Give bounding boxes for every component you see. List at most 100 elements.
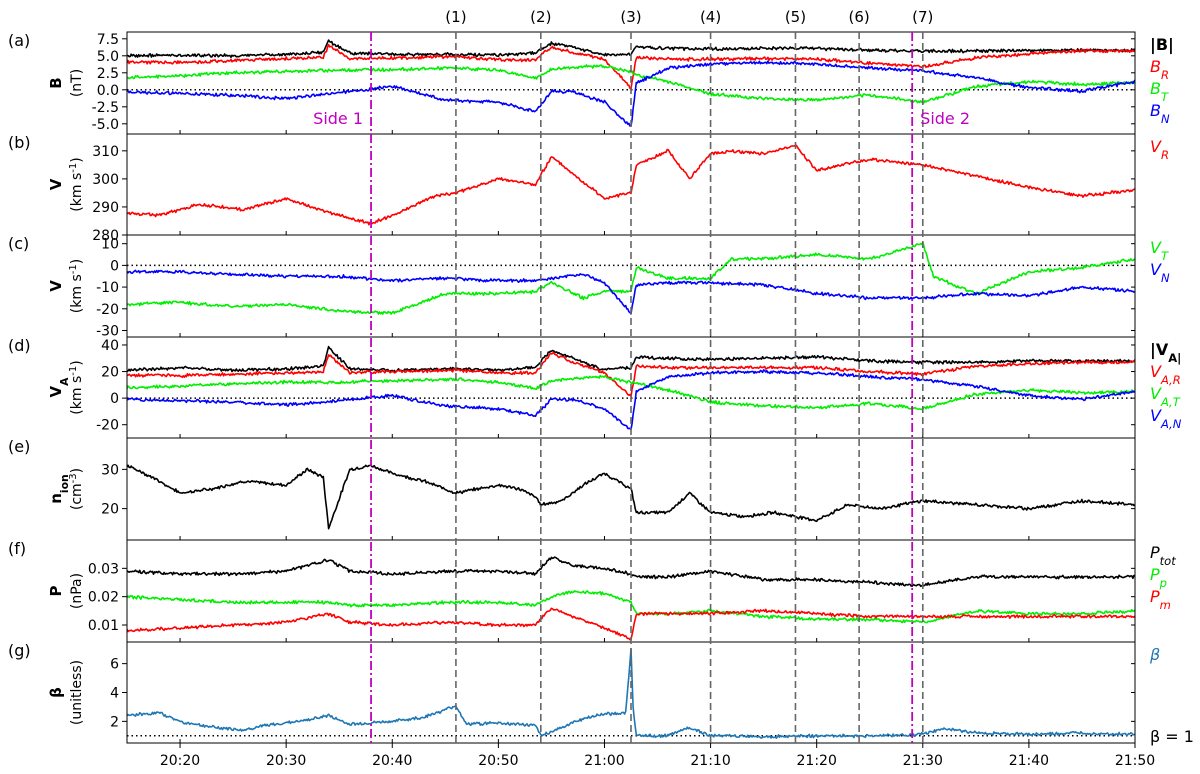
legend-label: VA,R <box>1150 362 1181 387</box>
legend-label: Pp <box>1150 565 1167 590</box>
x-tick-label: 21:40 <box>1009 753 1049 769</box>
y-tick-label: 0.01 <box>88 618 119 634</box>
y-axis-label-unit: (nPa) <box>69 573 85 609</box>
event-marker-label: (2) <box>530 8 551 26</box>
y-axis-label-name: P <box>47 586 65 597</box>
event-marker-label: (3) <box>620 8 641 26</box>
y-tick-label: 280 <box>92 228 119 244</box>
y-tick-label: 0 <box>110 391 119 407</box>
legend-label: |VA| <box>1150 340 1181 366</box>
event-marker-label: (1) <box>445 8 466 26</box>
legend-label: Pm <box>1150 587 1171 612</box>
panel-tag: (a) <box>8 31 30 50</box>
x-tick-label: 20:30 <box>266 753 306 769</box>
y-axis-label-unit: (nT) <box>69 69 85 97</box>
y-tick-label: 20 <box>101 365 119 381</box>
series-line-v-a-t <box>127 374 1135 411</box>
x-tick-label: 20:50 <box>478 753 518 769</box>
x-tick-label: 21:20 <box>797 753 837 769</box>
panel-tag: (b) <box>8 133 31 152</box>
y-axis-label: VA(km s-1) <box>47 360 85 414</box>
y-tick-label: 4 <box>110 686 119 702</box>
series-line-v-r <box>127 144 1135 226</box>
side-marker-label: Side 2 <box>920 109 970 128</box>
panel-tag: (g) <box>8 641 31 660</box>
y-tick-label: -10 <box>96 280 119 296</box>
y-axis-label-name: V <box>47 178 65 190</box>
y-axis-label-name: β <box>47 687 65 698</box>
legend-label: BN <box>1150 101 1170 126</box>
y-tick-label: 20 <box>101 502 119 518</box>
legend-label: VT <box>1150 238 1169 263</box>
x-tick-label: 20:40 <box>372 753 412 769</box>
y-tick-label: -5.0 <box>92 117 119 133</box>
panel-tag: (e) <box>8 437 30 456</box>
y-axis-label: V (km s-1) <box>47 157 85 211</box>
y-tick-label: 2 <box>110 714 119 730</box>
legend-label: |B| <box>1150 35 1174 55</box>
legend-label: VN <box>1150 260 1170 285</box>
y-axis-label: nion(cm-3) <box>47 468 85 510</box>
panel-tag: (d) <box>8 336 31 355</box>
panel-tag: (f) <box>8 539 26 558</box>
y-tick-label: 6 <box>110 657 119 673</box>
legend-label: BT <box>1150 79 1169 104</box>
y-tick-label: 0 <box>110 258 119 274</box>
x-tick-label: 20:20 <box>160 753 200 769</box>
x-tick-label: 21:50 <box>1115 753 1155 769</box>
y-axis-label-name: VA <box>47 377 71 398</box>
event-markers: (1) (2) (3) (4) (5) (6) (7) Side 1 Side 2 <box>313 8 970 743</box>
y-axis-label-unit: (km s-1) <box>68 360 86 414</box>
y-tick-label: -20 <box>96 302 119 318</box>
y-axis-label-name: V <box>47 280 65 292</box>
y-tick-label: 0.0 <box>97 83 119 99</box>
y-tick-label: 0.03 <box>88 561 119 577</box>
y-tick-label: 290 <box>92 200 119 216</box>
series-line-b-t <box>127 64 1135 104</box>
event-marker-label: (7) <box>912 8 933 26</box>
event-marker-label: (4) <box>700 8 721 26</box>
y-axis-label: B (nT) <box>47 69 85 97</box>
beta-reference-label: β = 1 <box>1150 727 1194 746</box>
panel-tag: (c) <box>8 234 29 253</box>
series-line-p-p <box>127 589 1135 624</box>
y-axis-label: V (km s-1) <box>47 259 85 313</box>
y-tick-label: 40 <box>101 338 119 354</box>
y-tick-label: 7.5 <box>97 32 119 48</box>
x-tick-label: 21:30 <box>903 753 943 769</box>
y-tick-label: 300 <box>92 172 119 188</box>
series-group <box>127 144 1135 226</box>
y-tick-label: 5.0 <box>97 49 119 65</box>
y-tick-label: -30 <box>96 323 119 339</box>
legend-label: BR <box>1150 57 1169 82</box>
y-tick-label: 0.02 <box>88 590 119 606</box>
panel-3: -20 0 20 40 (d) VA(km s-1) |VA|VA,RVA,TVA,N <box>8 336 1182 439</box>
y-axis-label-unit: (km s-1) <box>68 157 86 211</box>
x-tick-label: 21:10 <box>690 753 730 769</box>
y-tick-label: 310 <box>92 144 119 160</box>
y-axis-label-name: B <box>47 77 65 88</box>
event-marker-label: (5) <box>785 8 806 26</box>
legend-label: VA,T <box>1150 384 1181 409</box>
y-axis-label-unit: (km s-1) <box>68 259 86 313</box>
legend-label: Ptot <box>1150 543 1176 568</box>
y-axis-label-name: nion <box>47 474 71 504</box>
x-axis: 20:20 20:30 20:40 20:50 21:00 21:10 21:20 21:30… <box>160 743 1155 769</box>
x-tick-label: 21:00 <box>584 753 624 769</box>
y-tick-label: -20 <box>96 418 119 434</box>
y-axis-label-unit: (unitless) <box>69 660 85 725</box>
legend-label: VR <box>1150 137 1169 162</box>
side-marker-label: Side 1 <box>313 109 363 128</box>
legend-label: β <box>1149 645 1160 664</box>
y-axis-label: P (nPa) <box>47 573 85 609</box>
legend-label: VA,N <box>1150 406 1182 431</box>
y-tick-label: 2.5 <box>97 66 119 82</box>
y-tick-label: 30 <box>101 462 119 478</box>
y-tick-label: -2.5 <box>92 100 119 116</box>
y-axis-label-unit: (cm-3) <box>68 468 86 510</box>
y-tick-label: 10 <box>101 237 119 253</box>
y-axis-label: β (unitless) <box>47 660 85 725</box>
